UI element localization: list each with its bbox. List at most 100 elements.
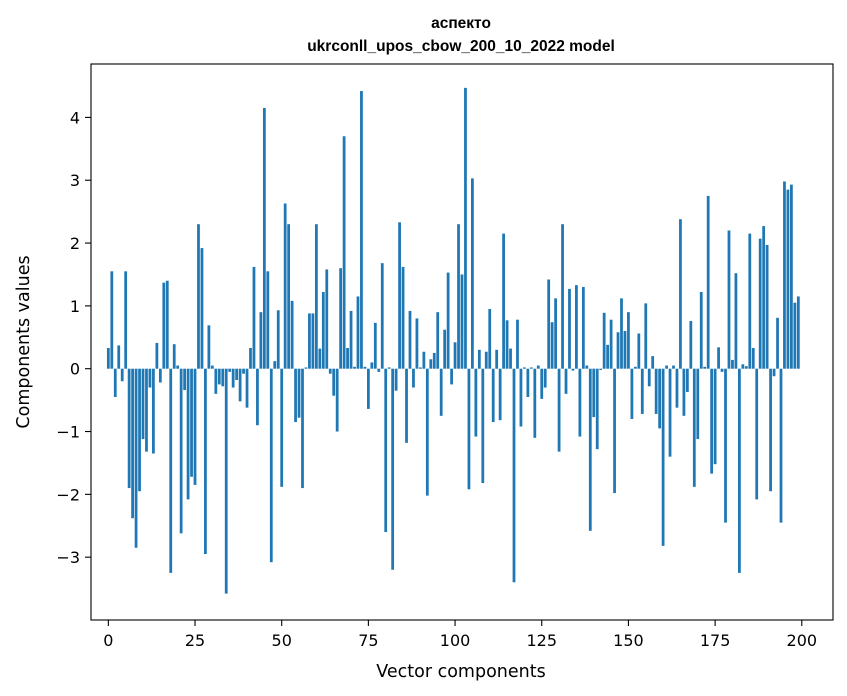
bar-50 — [280, 368, 284, 487]
bar-150 — [627, 312, 630, 369]
bar-120 — [523, 367, 526, 369]
bar-2 — [113, 368, 117, 397]
bar-143 — [602, 312, 606, 369]
bar-111 — [491, 368, 495, 423]
bar-5 — [124, 271, 128, 369]
bar-124 — [536, 365, 540, 369]
bar-0 — [106, 347, 110, 369]
bar-52 — [287, 224, 291, 369]
bar-64 — [328, 368, 332, 374]
y-axis-ticks: −3 −2 −1 0 1 2 3 4 — [56, 108, 91, 567]
bar-100 — [453, 342, 457, 369]
bar-180 — [731, 359, 734, 369]
bar-115 — [505, 320, 509, 369]
bar-148 — [620, 298, 623, 369]
bar-97 — [443, 329, 447, 369]
bar-30 — [210, 365, 214, 369]
bar-73 — [360, 91, 363, 369]
bar-78 — [377, 368, 381, 372]
bar-8 — [134, 368, 138, 548]
bar-41 — [249, 347, 252, 369]
bar-91 — [422, 351, 426, 369]
bar-24 — [190, 368, 193, 477]
bar-132 — [564, 368, 568, 394]
bar-113 — [498, 368, 502, 421]
y-axis-label: Components values — [14, 255, 34, 428]
x-tick-label-200: 200 — [787, 631, 818, 650]
bar-98 — [446, 272, 450, 369]
bar-157 — [651, 356, 655, 369]
bar-173 — [706, 195, 710, 369]
x-tick-label-0: 0 — [103, 631, 113, 650]
y-tick-label-0: 0 — [70, 360, 80, 379]
bar-49 — [276, 310, 280, 369]
bar-83 — [394, 368, 398, 391]
bar-130 — [557, 368, 561, 452]
x-tick-label-50: 50 — [272, 631, 292, 650]
x-tick-label-25: 25 — [185, 631, 205, 650]
bar-134 — [571, 368, 575, 371]
bar-116 — [509, 348, 512, 369]
bar-87 — [408, 310, 412, 369]
bar-164 — [675, 368, 679, 408]
bar-48 — [273, 361, 277, 369]
bar-84 — [398, 222, 401, 369]
bar-181 — [734, 273, 738, 369]
bar-187 — [755, 368, 759, 500]
bar-45 — [262, 107, 266, 369]
bar-141 — [595, 368, 599, 450]
bar-136 — [578, 368, 582, 437]
bar-184 — [744, 366, 748, 369]
y-tick-label--2: −2 — [56, 485, 80, 504]
bar-95 — [436, 312, 440, 369]
bar-1 — [110, 271, 114, 369]
bar-109 — [484, 351, 488, 369]
bar-82 — [391, 368, 395, 570]
bar-28 — [204, 368, 207, 555]
bar-159 — [658, 368, 662, 429]
bar-10 — [141, 368, 145, 440]
bar-190 — [765, 244, 769, 369]
bar-165 — [679, 219, 682, 369]
bar-195 — [783, 181, 786, 369]
bar-183 — [741, 364, 745, 369]
bars-group — [106, 87, 800, 594]
bar-6 — [127, 368, 131, 489]
y-tick-label--3: −3 — [56, 548, 80, 567]
bar-42 — [252, 266, 256, 369]
bar-47 — [269, 368, 273, 563]
bar-57 — [304, 367, 308, 369]
bar-186 — [751, 347, 755, 369]
bar-22 — [183, 368, 186, 391]
bar-119 — [519, 368, 523, 427]
y-tick-label-4: 4 — [70, 108, 80, 127]
bar-77 — [373, 322, 377, 369]
bar-176 — [717, 347, 720, 369]
bar-149 — [623, 331, 627, 369]
bar-156 — [647, 368, 651, 387]
y-tick-label-1: 1 — [70, 297, 80, 316]
bar-9 — [138, 368, 141, 492]
bar-127 — [547, 279, 551, 369]
bar-80 — [384, 368, 388, 533]
bar-44 — [259, 312, 263, 369]
bar-23 — [186, 368, 190, 500]
bar-101 — [457, 224, 460, 369]
bar-79 — [380, 263, 384, 369]
bar-92 — [425, 368, 429, 496]
bar-121 — [526, 368, 530, 397]
bar-103 — [464, 87, 467, 369]
bar-81 — [387, 367, 391, 369]
y-tick-label--1: −1 — [56, 423, 80, 442]
bar-31 — [214, 368, 218, 394]
bar-194 — [779, 368, 783, 523]
bar-117 — [512, 368, 516, 583]
bar-197 — [790, 184, 793, 369]
bar-168 — [689, 320, 693, 369]
bar-40 — [245, 368, 249, 408]
bar-145 — [609, 319, 613, 369]
bar-18 — [169, 368, 173, 573]
bar-51 — [283, 203, 287, 369]
bar-129 — [554, 298, 557, 369]
